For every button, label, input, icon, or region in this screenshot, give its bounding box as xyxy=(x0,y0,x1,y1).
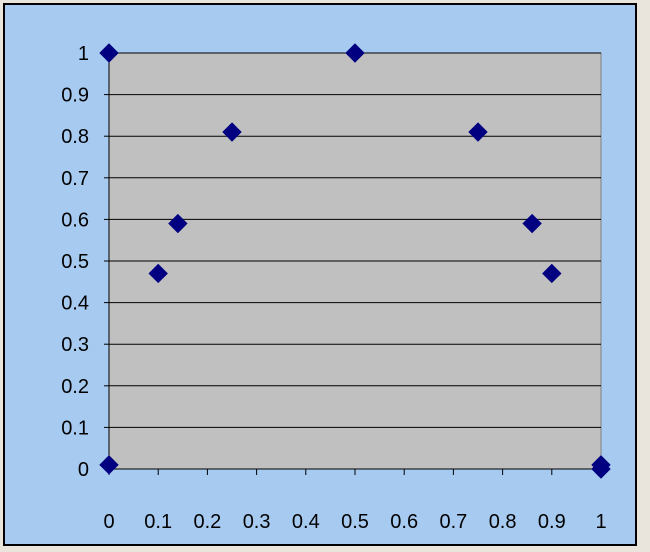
x-tick-label: 0.7 xyxy=(439,511,467,533)
data-point xyxy=(148,263,168,284)
x-tick-label: 0.4 xyxy=(292,511,320,533)
x-tick-label: 0.2 xyxy=(193,511,221,533)
x-tick-label: 0.5 xyxy=(341,511,369,533)
data-point xyxy=(591,455,611,475)
y-tick-label: 0.9 xyxy=(61,85,89,107)
x-tick-label: 0.9 xyxy=(538,511,566,533)
data-point xyxy=(99,43,119,63)
data-point xyxy=(468,122,488,142)
y-tick-label: 0.1 xyxy=(61,417,89,439)
x-tick-label: 0.8 xyxy=(489,511,517,533)
y-tick-label: 0.5 xyxy=(61,251,89,273)
data-point xyxy=(522,213,542,234)
x-tick-label: 0.6 xyxy=(390,511,418,533)
scatter-chart: 0 0.1 0.2 0.3 0.4 0.5 0.6 0.7 0.8 0.9 1 0 0.1 0.2 0.3… xyxy=(61,43,611,533)
y-tick-label: 0.7 xyxy=(61,168,89,190)
x-tick-label: 0.1 xyxy=(144,511,172,533)
chart-area: 0 0.1 0.2 0.3 0.4 0.5 0.6 0.7 0.8 0.9 1 0 0.1 0.2 0.3… xyxy=(3,3,637,546)
data-point xyxy=(222,122,242,142)
data-point xyxy=(168,213,188,234)
y-tick-labels: 0 0.1 0.2 0.3 0.4 0.5 0.6 0.7 0.8 0.9 1 xyxy=(61,43,89,481)
y-tick-label: 0.3 xyxy=(61,334,89,356)
data-point xyxy=(99,455,119,475)
y-tick-label: 0 xyxy=(78,459,89,481)
x-tick-label: 0.3 xyxy=(243,511,271,533)
data-point xyxy=(345,43,365,63)
x-tick-labels: 0 0.1 0.2 0.3 0.4 0.5 0.6 0.7 0.8 0.9 1 xyxy=(103,511,606,533)
y-tick-label: 1 xyxy=(78,43,89,65)
y-tick-label: 0.4 xyxy=(61,293,89,315)
data-point xyxy=(542,263,562,284)
x-tick-label: 1 xyxy=(595,511,606,533)
y-tick-label: 0.8 xyxy=(61,126,89,148)
data-points xyxy=(99,43,611,479)
y-tick-label: 0.2 xyxy=(61,376,89,398)
x-tick-label: 0 xyxy=(103,511,114,533)
y-tick-label: 0.6 xyxy=(61,209,89,231)
